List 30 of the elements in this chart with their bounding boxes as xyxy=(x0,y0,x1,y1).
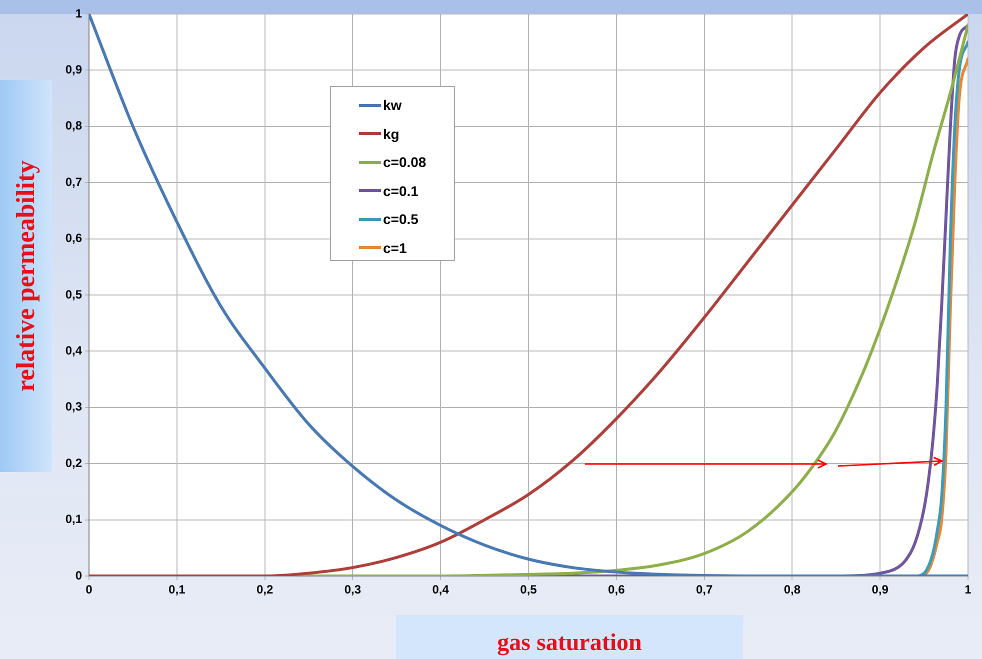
x-tick-label: 1 xyxy=(964,582,972,597)
x-tick-label: 0,1 xyxy=(168,582,186,597)
x-tick-label: 0,5 xyxy=(520,582,538,597)
x-tick-label: 0 xyxy=(86,582,93,597)
x-tick-label: 0,3 xyxy=(344,582,362,597)
y-tick-label: 0,3 xyxy=(65,400,82,414)
legend-label: c=0.1 xyxy=(382,182,420,201)
legend-label: kw xyxy=(382,96,403,116)
y-tick-label: 0,8 xyxy=(65,118,82,133)
legend-label: c=0.08 xyxy=(382,153,428,172)
y-tick-label: 0,2 xyxy=(65,456,82,470)
y-tick-label: 0,7 xyxy=(65,174,82,189)
legend-label: c=1 xyxy=(382,238,408,258)
y-axis-title: relative permeability xyxy=(11,160,41,392)
y-tick-label: 0,1 xyxy=(65,512,82,526)
x-tick-label: 0,8 xyxy=(784,582,801,597)
x-tick-label: 0,6 xyxy=(608,582,626,597)
x-axis-title: gas saturation xyxy=(396,615,743,659)
x-tick-label: 0,4 xyxy=(432,582,450,597)
y-tick-label: 0,6 xyxy=(65,231,82,246)
y-tick-label: 0 xyxy=(75,568,82,582)
y-tick-label: 1 xyxy=(75,6,82,20)
x-tick-label: 0,9 xyxy=(872,582,889,597)
legend-label: c=0.5 xyxy=(382,210,420,230)
y-tick-label: 0,9 xyxy=(65,62,82,77)
legend-label: kg xyxy=(382,124,400,144)
x-tick-label: 0,7 xyxy=(696,582,713,597)
y-tick-label: 0,5 xyxy=(65,287,82,302)
x-tick-label: 0,2 xyxy=(256,582,274,597)
y-tick-label: 0,4 xyxy=(65,344,82,358)
